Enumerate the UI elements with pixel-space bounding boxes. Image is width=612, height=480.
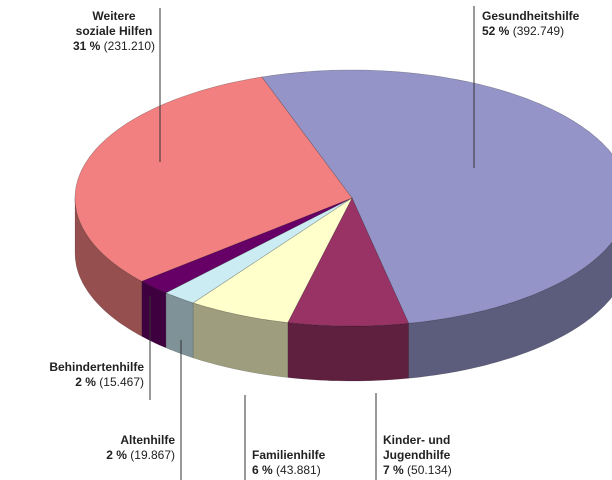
slice-label: Weitere soziale Hilfen 31 % (231.210) (72, 9, 156, 54)
percent-label: 31 % (72, 39, 101, 53)
slice (261, 69, 612, 324)
count-label: (15.467) (99, 375, 144, 389)
percent-label: 52 % (482, 24, 510, 38)
value-row: 7 % (50.134) (383, 463, 483, 478)
category-name: Kinder- und Jugendhilfe (383, 433, 451, 462)
value-row: 31 % (231.210) (72, 39, 156, 54)
pie (74, 69, 612, 382)
value-row: 6 % (43.881) (252, 463, 362, 478)
count-label: (43.881) (276, 463, 321, 477)
category-name: Gesundheitshilfe (482, 9, 580, 23)
value-row: 52 % (392.749) (482, 24, 612, 39)
slice-label: Kinder- und Jugendhilfe 7 % (50.134) (383, 433, 483, 478)
slice-side (287, 322, 409, 382)
category-name: Behindertenhilfe (49, 360, 144, 374)
slice (140, 197, 353, 294)
slice (192, 197, 353, 323)
percent-label: 2 % (106, 448, 127, 462)
count-label: (50.134) (407, 463, 452, 477)
slice (287, 197, 410, 327)
category-name: Familienhilfe (252, 448, 326, 462)
value-row: 2 % (15.467) (4, 375, 144, 390)
slice-side (165, 292, 194, 359)
count-label: (392.749) (512, 24, 565, 38)
slice-label: Gesundheitshilfe 52 % (392.749) (482, 9, 612, 39)
slice-label: Altenhilfe 2 % (19.867) (40, 433, 175, 463)
percent-label: 2 % (75, 375, 96, 389)
percent-label: 7 % (383, 463, 404, 477)
count-label: (231.210) (103, 39, 156, 53)
slice (165, 197, 353, 304)
count-label: (19.867) (130, 448, 175, 462)
slice (74, 76, 353, 282)
slice-label: Behindertenhilfe 2 % (15.467) (4, 360, 144, 390)
slice-label: Familienhilfe 6 % (43.881) (252, 448, 362, 478)
category-name: Altenhilfe (120, 433, 175, 447)
value-row: 2 % (19.867) (40, 448, 175, 463)
category-name: Weitere soziale Hilfen (75, 9, 153, 38)
percent-label: 6 % (252, 463, 273, 477)
